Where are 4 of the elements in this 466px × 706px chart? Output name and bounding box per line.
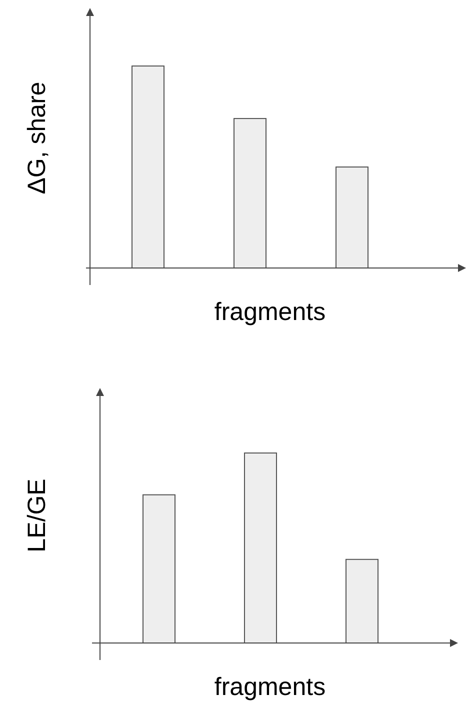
y-axis-title: LE/GE — [23, 478, 51, 552]
x-axis-title: fragments — [214, 673, 326, 701]
x-axis-title: fragments — [214, 298, 326, 326]
y-axis-title: ΔG, share — [23, 82, 51, 194]
